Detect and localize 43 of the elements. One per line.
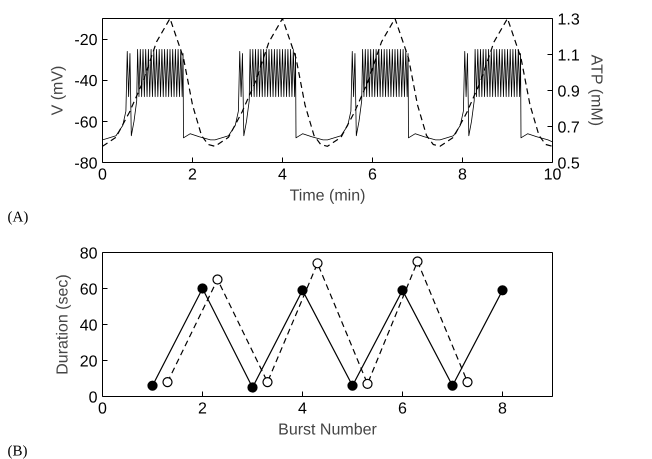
x-axis-title: Burst Number xyxy=(278,422,378,438)
y-axis-title: V (mV) xyxy=(49,66,66,116)
x-tick-label: 4 xyxy=(278,166,288,184)
point xyxy=(262,377,273,388)
point xyxy=(197,283,208,294)
x-tick-label: 4 xyxy=(298,400,308,418)
y2-tick-label: 1.3 xyxy=(558,12,580,28)
y-tick-label: -80 xyxy=(74,156,98,172)
y-tick-label: -60 xyxy=(74,114,98,132)
x-tick-label: 2 xyxy=(188,166,198,184)
point xyxy=(162,377,173,388)
point xyxy=(297,285,308,296)
y2-tick-label: 0.9 xyxy=(558,84,580,100)
point xyxy=(462,377,473,388)
point xyxy=(362,378,373,389)
y-tick-label: 20 xyxy=(80,354,98,370)
x-tick-label: 8 xyxy=(458,166,468,184)
y-tick-label: 0 xyxy=(88,390,98,406)
y2-axis-title: ATP (mM) xyxy=(588,54,605,126)
x-tick-label: 2 xyxy=(198,400,208,418)
point xyxy=(312,258,323,268)
point xyxy=(212,274,223,285)
text: (A) xyxy=(8,210,28,226)
point xyxy=(447,380,458,391)
y-axis-title: Duration (sec) xyxy=(54,274,72,375)
y2-tick-label: 0.7 xyxy=(558,120,580,136)
y-tick-label: 40 xyxy=(80,318,98,334)
text: (B) xyxy=(8,444,28,459)
y-tick-label: -20 xyxy=(74,32,98,50)
point xyxy=(412,256,423,267)
y-tick-label: 80 xyxy=(80,246,98,262)
x-tick-label: 6 xyxy=(398,400,408,418)
point xyxy=(397,285,408,296)
x-tick-label: 8 xyxy=(498,400,508,418)
point xyxy=(347,380,358,391)
point xyxy=(497,285,508,296)
y-tick-label: -40 xyxy=(74,73,98,90)
x-axis-title: Time (min) xyxy=(290,188,366,204)
y-tick-label: 60 xyxy=(80,282,98,298)
x-tick-label: 6 xyxy=(368,166,378,184)
point xyxy=(247,382,258,393)
point xyxy=(147,380,158,391)
y2-tick-label: 1.1 xyxy=(558,48,580,64)
